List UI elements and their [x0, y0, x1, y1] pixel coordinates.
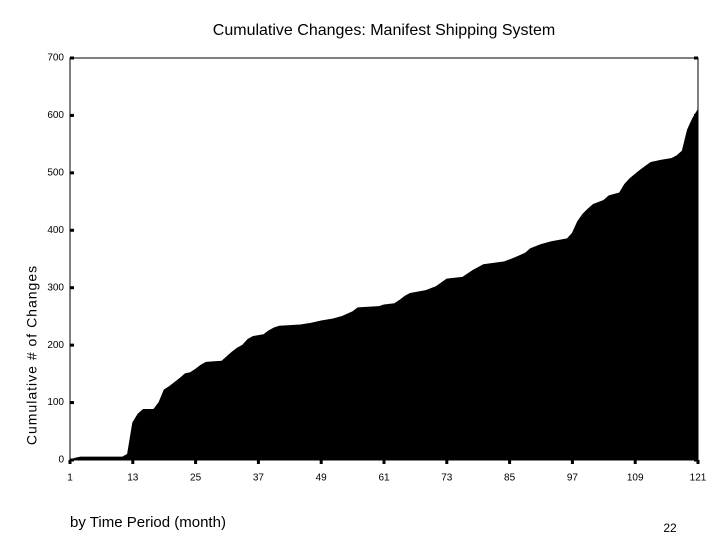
x-tick-label: 97	[567, 473, 579, 484]
y-tick-label: 100	[47, 397, 64, 408]
x-tick-label: 13	[127, 473, 139, 484]
x-axis-label: by Time Period (month)	[70, 514, 226, 531]
y-axis-label: Cumulative # of Changes	[24, 265, 40, 445]
y-tick-label: 200	[47, 340, 64, 351]
x-tick-label: 49	[316, 473, 328, 484]
x-tick-label: 1	[67, 473, 73, 484]
x-tick-label: 109	[627, 473, 644, 484]
area	[69, 107, 699, 461]
x-tick-label: 61	[378, 473, 390, 484]
x-tick-label: 85	[504, 473, 516, 484]
y-tick-label: 700	[47, 53, 64, 64]
y-tick-label: 400	[47, 225, 64, 236]
y-tick-label: 600	[47, 110, 64, 121]
x-tick-label: 25	[190, 473, 202, 484]
y-tick-label: 0	[58, 455, 64, 466]
chart-title: Cumulative Changes: Manifest Shipping Sy…	[213, 22, 555, 39]
x-tick-label: 121	[690, 473, 707, 484]
x-tick-label: 73	[441, 473, 453, 484]
y-tick-label: 500	[47, 167, 64, 178]
x-tick-label: 37	[253, 473, 265, 484]
slide-number: 22	[663, 521, 677, 535]
y-tick-label: 300	[47, 282, 64, 293]
